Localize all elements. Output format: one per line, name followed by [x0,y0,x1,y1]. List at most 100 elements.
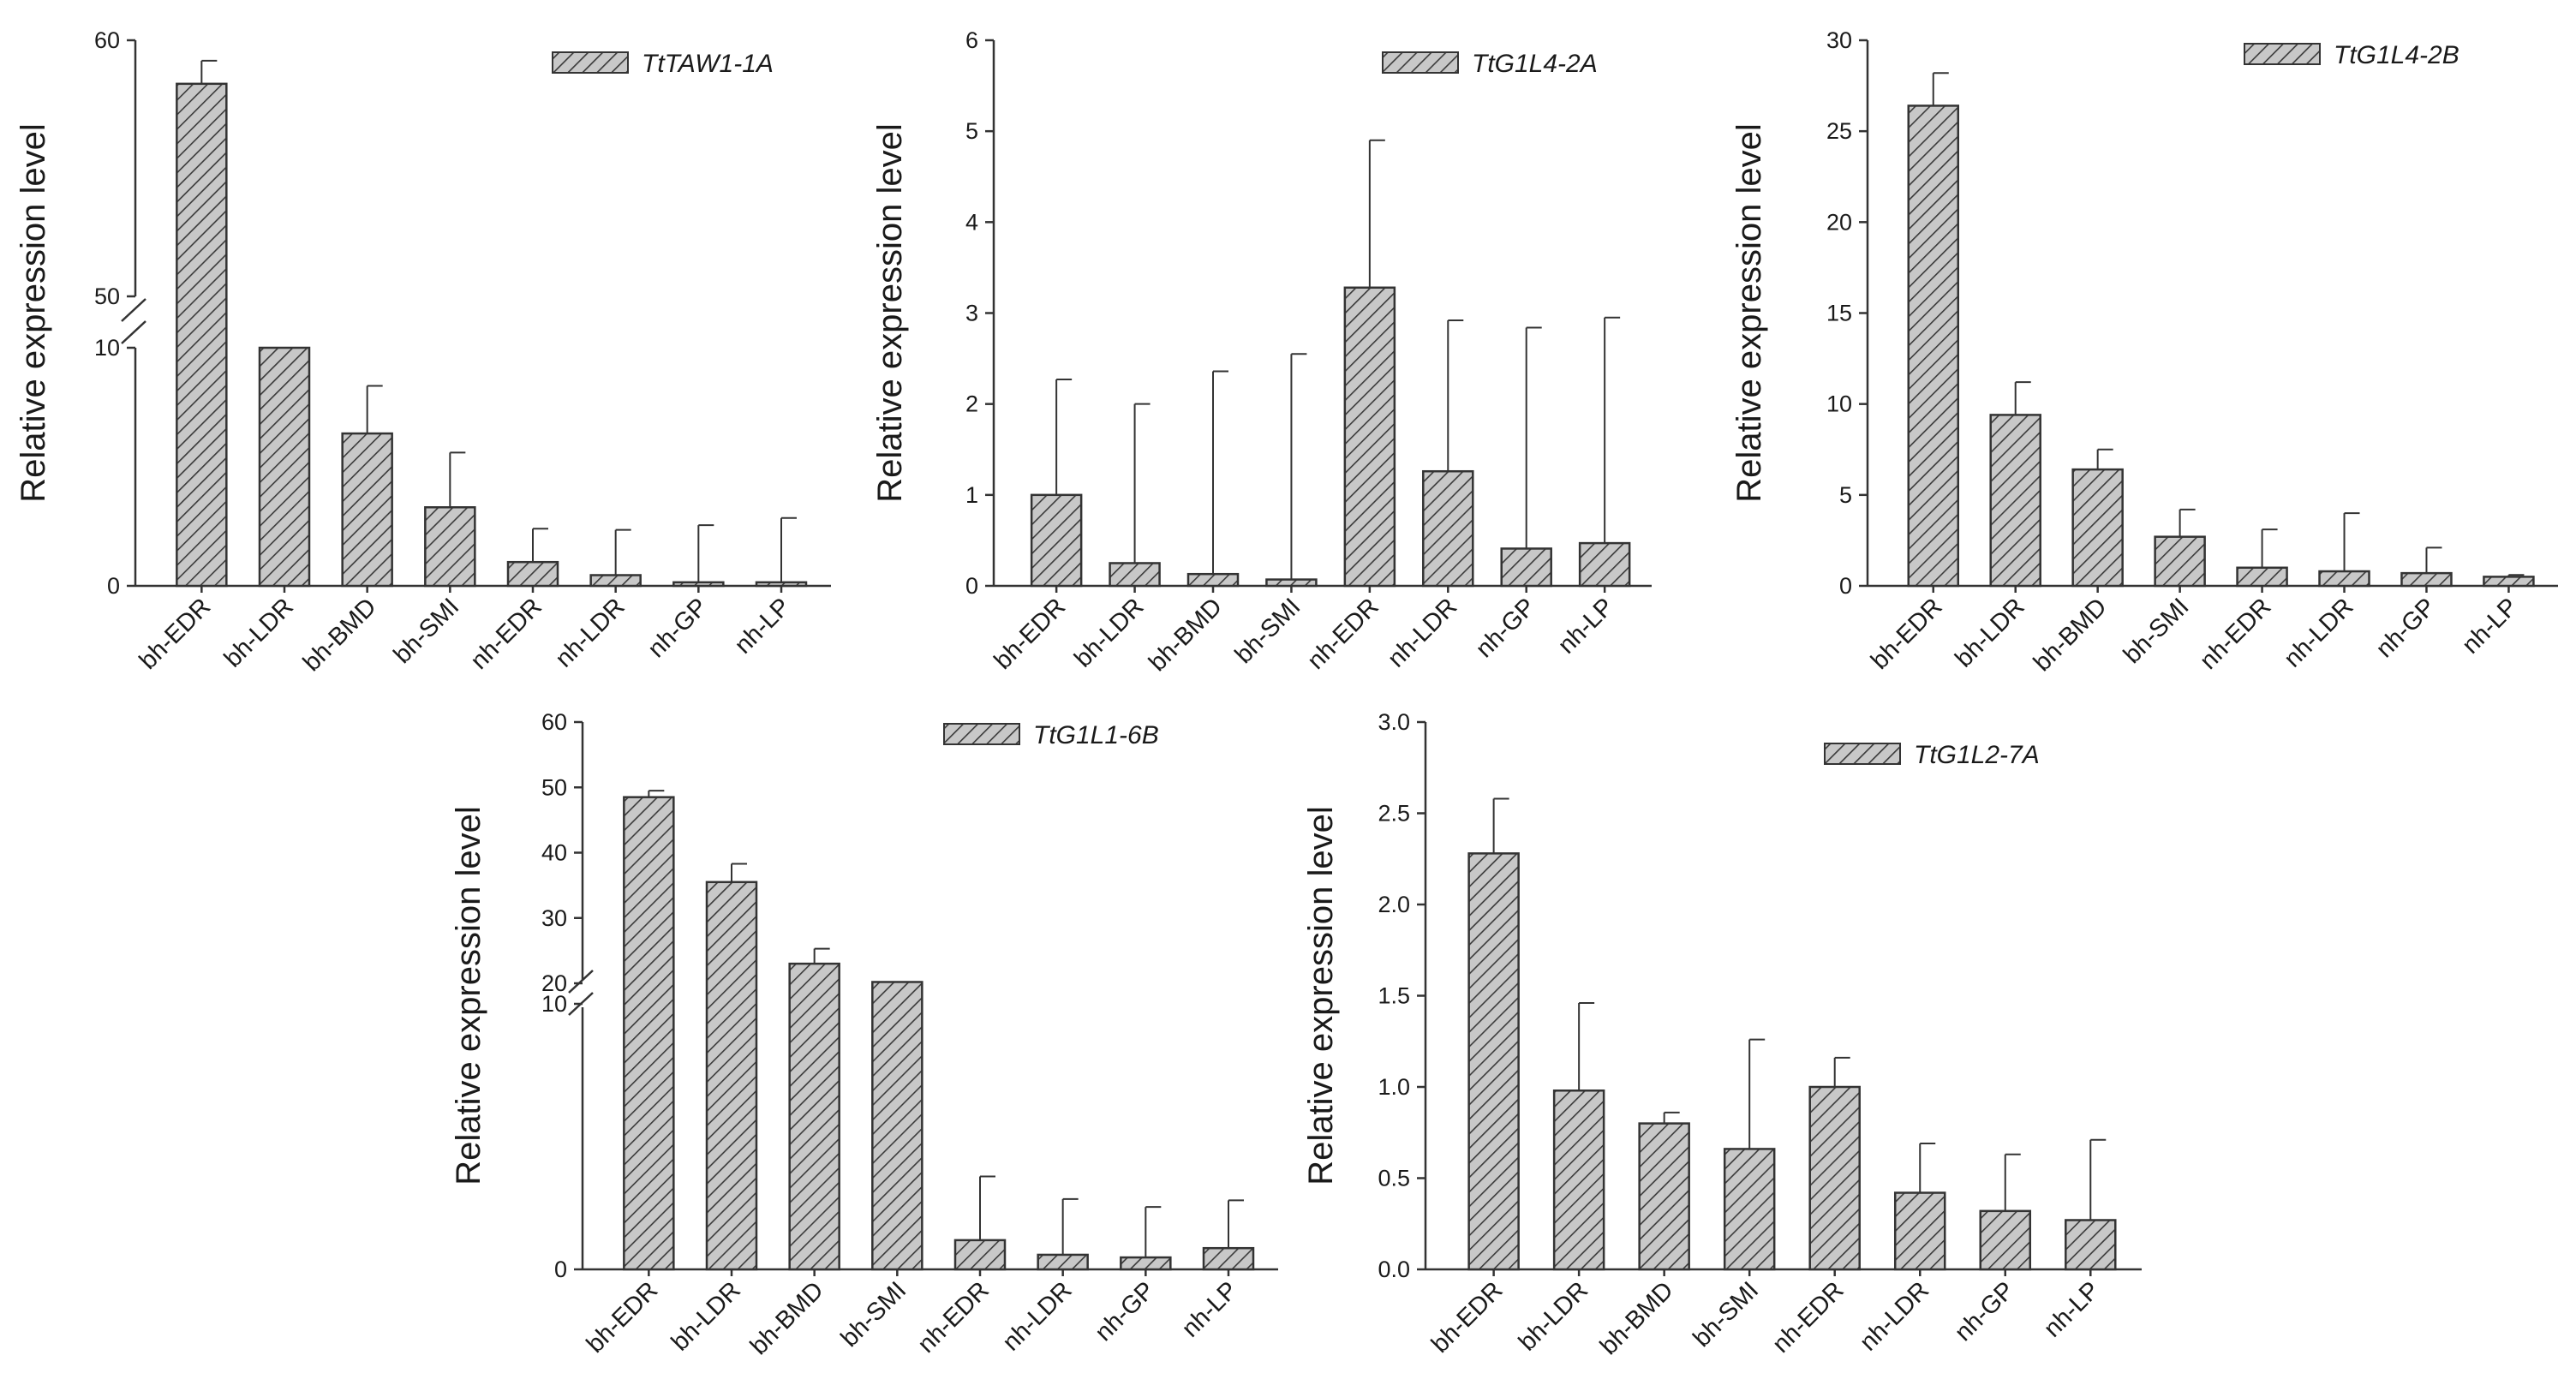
bar-bh-EDR [1907,104,1960,588]
y-tick-label: 10 [541,991,567,1017]
bar-nh-GP [1979,1209,2032,1271]
bar-bh-LDR [1552,1090,1605,1271]
category-label-bh-EDR: bh-EDR [1426,1276,1509,1358]
legend-swatch [1824,743,1901,765]
bar-bh-SMI [871,981,923,1271]
axis-break-mark [121,298,146,322]
bar-bh-LDR [705,881,758,1271]
legend-swatch [1382,51,1459,74]
chart-panel-3: 0 5 10 15 20 25 30 Relative expression level bh-… [1730,27,2558,677]
axis-break-mark [121,320,146,344]
legend-label: TtG1L1-6B [1033,721,1159,749]
category-label-nh-GP: nh-GP [1950,1276,2020,1346]
bar-nh-EDR [506,560,559,588]
y-tick-label: 1.5 [1378,983,1410,1009]
legend-label: TtTAW1-1A [642,50,774,78]
legend-label: TtG1L4-2B [2334,41,2459,69]
bar-nh-GP [1500,547,1552,588]
y-tick-label: 4 [965,209,978,235]
chart-panel-5: 0.0 0.5 1.0 1.5 2.0 2.5 3.0 Relative expression… [1302,709,2142,1360]
y-tick-label: 2.0 [1378,892,1410,917]
bar-bh-BMD [2071,468,2124,588]
y-tick-label: 10 [1826,391,1852,417]
bar-nh-GP [1120,1256,1172,1271]
category-label-bh-LDR: bh-LDR [219,593,299,672]
bar-nh-GP [672,581,725,588]
bar-nh-LP [1202,1246,1255,1271]
y-tick-label: 3.0 [1378,709,1410,735]
category-label-nh-LDR: nh-LDR [1855,1276,1934,1356]
category-label-nh-EDR: nh-EDR [1302,593,1384,675]
bar-nh-EDR [1808,1085,1861,1271]
category-label-nh-EDR: nh-EDR [1767,1276,1850,1358]
y-tick-label: 40 [541,840,567,866]
axis-break-mark [568,970,594,994]
category-label-nh-EDR: nh-EDR [2195,593,2277,675]
bar-nh-LP [2065,1219,2117,1271]
bar-nh-GP [2400,571,2453,588]
axis-break-gap [118,308,831,336]
legend-label: TtG1L4-2A [1472,50,1598,78]
bar-bh-BMD [341,432,393,588]
y-tick-label: 2.5 [1378,801,1410,827]
legend-swatch [2244,43,2321,65]
bar-bh-BMD [1638,1122,1690,1271]
bar-nh-LDR [1893,1191,1946,1271]
category-label-nh-LDR: nh-LDR [997,1276,1077,1356]
category-label-nh-LDR: nh-LDR [1383,593,1462,672]
y-tick-label: 2 [965,391,978,417]
bar-bh-LDR [1109,562,1161,588]
category-label-nh-LP: nh-LP [1553,593,1619,659]
y-tick-label: 15 [1826,301,1852,326]
category-label-bh-SMI: bh-SMI [1230,593,1306,669]
y-tick-label: 1.0 [1378,1074,1410,1100]
y-tick-label: 25 [1826,118,1852,144]
bar-nh-LDR [1037,1253,1089,1271]
legend-swatch [552,51,629,74]
bar-nh-LDR [1422,469,1474,588]
y-tick-label: 5 [965,118,978,144]
y-tick-label: 0 [965,573,978,599]
y-tick-label: 60 [94,27,120,53]
category-label-nh-LDR: nh-LDR [2279,593,2358,672]
y-axis-title: Relative expression level [450,806,487,1185]
category-label-nh-EDR: nh-EDR [465,593,547,675]
category-label-bh-BMD: bh-BMD [298,593,382,677]
category-label-nh-GP: nh-GP [1090,1276,1160,1346]
bar-bh-BMD [1186,572,1240,588]
bar-bh-EDR [176,82,228,588]
category-label-bh-LDR: bh-LDR [1069,593,1149,672]
category-label-nh-GP: nh-GP [643,593,713,663]
bar-bh-EDR [623,796,675,1271]
category-label-bh-BMD: bh-BMD [1595,1276,1679,1360]
category-label-nh-LP: nh-LP [2457,593,2523,659]
category-label-bh-LDR: bh-LDR [666,1276,746,1356]
category-label-nh-GP: nh-GP [1471,593,1541,663]
bar-bh-LDR [258,346,311,588]
y-tick-label: 5 [1839,482,1852,508]
y-tick-label: 10 [94,335,120,361]
category-label-bh-EDR: bh-EDR [989,593,1072,675]
y-tick-label: 30 [541,905,567,931]
bar-nh-EDR [2236,566,2288,588]
y-axis-title: Relative expression level [1730,123,1768,502]
bar-nh-LDR [2318,570,2370,588]
category-label-bh-SMI: bh-SMI [389,593,465,669]
bar-bh-BMD [788,962,840,1271]
category-label-bh-EDR: bh-EDR [582,1276,664,1358]
y-tick-label: 6 [965,27,978,53]
y-axis-title: Relative expression level [15,123,52,502]
category-label-bh-SMI: bh-SMI [1688,1276,1764,1352]
legend-label: TtG1L2-7A [1914,741,2040,769]
category-label-bh-LDR: bh-LDR [1514,1276,1593,1356]
bar-bh-LDR [1989,414,2041,588]
bar-bh-EDR [1467,852,1520,1271]
bar-nh-EDR [1343,286,1396,588]
y-tick-label: 0 [554,1257,567,1282]
y-tick-label: 50 [541,774,567,800]
bar-bh-SMI [1265,578,1318,588]
bar-bh-EDR [1030,493,1083,588]
